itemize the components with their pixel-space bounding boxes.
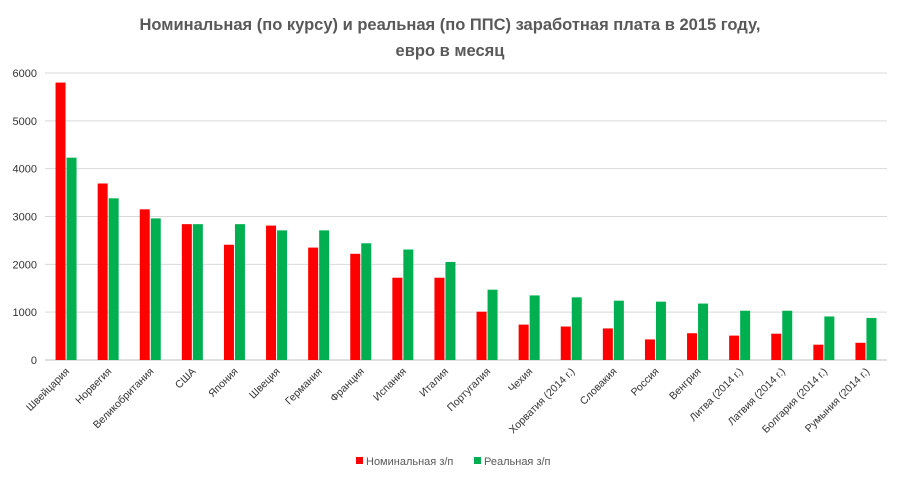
legend-label: Номинальная з/п [366, 456, 453, 468]
bar-nominal [771, 333, 782, 360]
bar-nominal [55, 82, 66, 361]
bar-real [319, 230, 330, 360]
y-tick-label: 6000 [13, 68, 37, 80]
x-tick-label: Россия [629, 366, 662, 399]
y-tick-label: 5000 [13, 116, 37, 128]
bar-nominal [308, 247, 319, 360]
x-tick-label: Германия [283, 366, 325, 408]
bar-real [613, 300, 624, 360]
bar-nominal [434, 277, 445, 360]
bar-real [866, 317, 877, 360]
bar-nominal [350, 253, 361, 360]
bar-nominal [392, 277, 403, 360]
x-tick-label: Швеция [247, 366, 283, 402]
chart-title-line-2: евро в месяц [396, 42, 505, 60]
x-tick-label: Италия [417, 366, 451, 400]
bar-nominal [518, 324, 529, 360]
x-tick-label: Япония [206, 366, 240, 400]
bar-nominal [223, 244, 234, 360]
x-tick-label: Швейцария [24, 366, 72, 414]
x-tick-label: Португалия [445, 366, 493, 414]
y-tick-label: 4000 [13, 164, 37, 176]
bar-nominal [476, 311, 487, 360]
bar-real [66, 157, 77, 360]
bar-nominal [560, 326, 571, 360]
bar-real [487, 289, 498, 360]
bar-nominal [97, 183, 108, 360]
bar-real [150, 218, 161, 360]
bars [55, 82, 877, 361]
bar-nominal [266, 225, 277, 360]
bar-real [403, 249, 414, 360]
bar-nominal [602, 328, 613, 360]
y-tick-label: 2000 [13, 259, 37, 271]
x-tick-label: США [173, 366, 199, 392]
bar-real [740, 310, 751, 360]
x-tick-label: Венгрия [667, 366, 704, 403]
bar-real [361, 243, 372, 360]
bar-nominal [813, 344, 824, 360]
bar-nominal [687, 333, 698, 360]
x-tick-label: Чехия [506, 366, 535, 395]
bar-nominal [644, 339, 655, 360]
gridlines [45, 72, 887, 361]
bar-real [824, 316, 835, 360]
x-tick-label: Словакия [578, 366, 620, 408]
legend-swatch [356, 457, 363, 464]
x-tick-label: Франция [328, 366, 367, 405]
bar-real [571, 297, 582, 360]
legend: Номинальная з/п Реальная з/п [356, 456, 551, 468]
y-tick-label: 3000 [13, 212, 37, 224]
x-tick-label: Испания [371, 366, 409, 404]
legend-label: Реальная з/п [484, 456, 551, 468]
bar-nominal [729, 335, 740, 360]
bar-real [108, 198, 119, 360]
bar-nominal [181, 224, 192, 360]
bar-nominal [855, 342, 866, 360]
bar-real [277, 230, 288, 360]
bar-nominal [139, 209, 150, 360]
chart-title-line-1: Номинальная (по курсу) и реальная (по ПП… [140, 16, 761, 34]
bar-real [655, 301, 666, 360]
y-tick-label: 1000 [13, 307, 37, 319]
legend-swatch [474, 457, 481, 464]
x-tick-label: Норвегия [73, 366, 114, 407]
bar-real [192, 224, 203, 360]
bar-real [698, 303, 709, 360]
bar-real [445, 261, 456, 360]
bar-real [529, 295, 540, 360]
bar-real [234, 224, 245, 360]
y-tick-label: 0 [31, 355, 37, 367]
bar-real [782, 310, 793, 360]
y-axis-ticks: 0 1000 2000 3000 4000 5000 6000 [13, 68, 37, 367]
